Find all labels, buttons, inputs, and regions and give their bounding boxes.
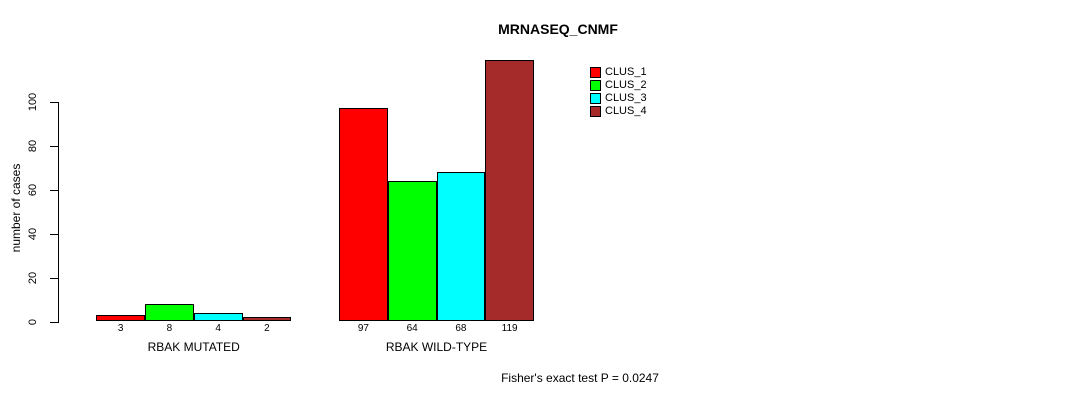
bar-clus-2-rbak-mutated: [145, 303, 194, 322]
bar-clus-3-rbak-mutated: [193, 312, 243, 322]
y-axis-line: [58, 101, 59, 323]
x-axis-group-label-rbak-wild-type: RBAK WILD-TYPE: [385, 340, 488, 354]
legend-label: CLUS_1: [605, 66, 647, 78]
chart-title: MRNASEQ_CNMF: [498, 21, 618, 37]
bar-clus-4-rbak-mutated: [242, 317, 292, 322]
legend-item-clus-4: CLUS_4: [590, 106, 647, 117]
legend-swatch-clus-3: [590, 93, 601, 104]
x-axis-group-label-rbak-mutated: RBAK MUTATED: [147, 340, 240, 354]
legend-label: CLUS_3: [605, 92, 647, 104]
bar-clus-1-rbak-wild-type: [339, 108, 388, 322]
legend-label: CLUS_2: [605, 79, 647, 91]
legend: CLUS_1 CLUS_2 CLUS_3 CLUS_4: [590, 67, 647, 119]
y-tick-label: 20: [27, 271, 39, 284]
bar-clus-1-rbak-mutated: [96, 314, 145, 322]
bar-value-label: 4: [215, 323, 221, 334]
legend-label: CLUS_4: [605, 105, 647, 117]
legend-swatch-clus-2: [590, 80, 601, 91]
bar-value-label: 64: [406, 323, 418, 334]
legend-item-clus-3: CLUS_3: [590, 93, 647, 104]
y-axis-label: number of cases: [9, 163, 23, 253]
legend-item-clus-2: CLUS_2: [590, 80, 647, 91]
legend-swatch-clus-4: [590, 106, 601, 117]
bar-clus-2-rbak-wild-type: [387, 180, 437, 322]
y-tick-label: 100: [27, 92, 39, 111]
bar-clus-4-rbak-wild-type: [485, 59, 534, 322]
bar-value-label: 119: [501, 323, 518, 334]
y-tick-mark: [50, 145, 58, 147]
y-tick-mark: [50, 321, 58, 323]
y-tick-mark: [50, 233, 58, 235]
y-tick-mark: [50, 277, 58, 279]
y-tick-mark: [50, 189, 58, 191]
y-tick-label: 0: [27, 318, 39, 325]
bar-value-label: 2: [264, 323, 270, 334]
bar-clus-3-rbak-wild-type: [436, 171, 486, 322]
legend-swatch-clus-1: [590, 67, 601, 78]
y-tick-label: 40: [27, 227, 39, 240]
y-tick-mark: [50, 101, 58, 103]
y-tick-label: 60: [27, 183, 39, 196]
stat-annotation: Fisher's exact test P = 0.0247: [501, 371, 659, 385]
bar-value-label: 8: [166, 323, 173, 334]
bar-value-label: 97: [357, 323, 369, 334]
y-tick-label: 80: [27, 139, 39, 152]
bar-value-label: 3: [117, 323, 124, 334]
bar-value-label: 68: [455, 323, 467, 334]
legend-item-clus-1: CLUS_1: [590, 67, 647, 78]
